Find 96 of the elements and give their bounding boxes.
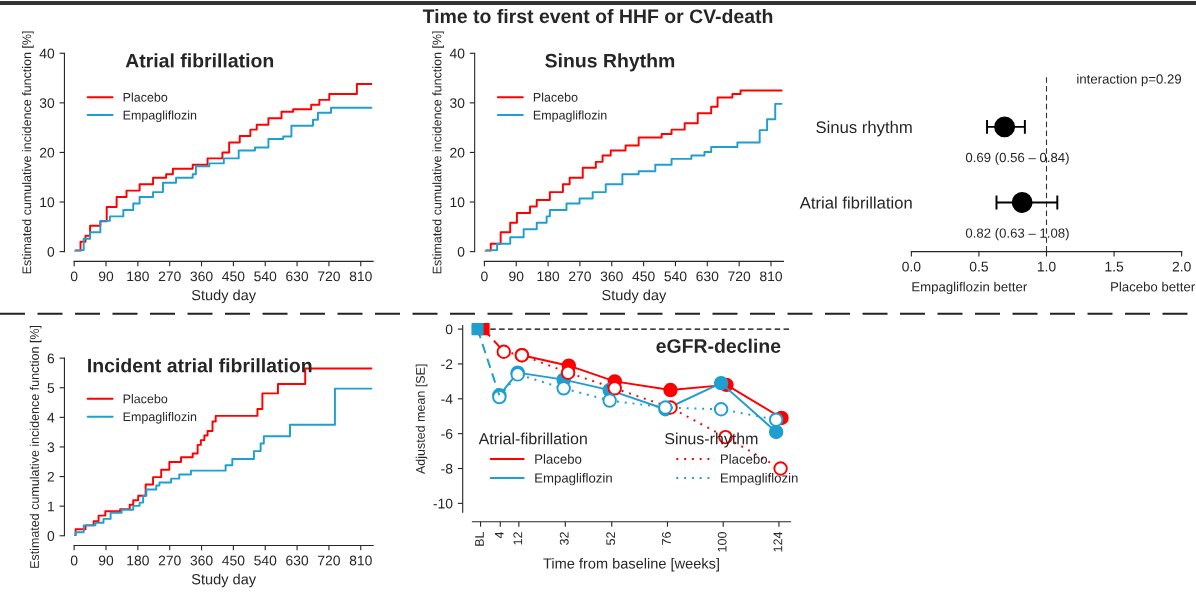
y-axis-title: Estimated cumulative incidence function [%]: [22, 31, 34, 274]
annotation: Sinus-rhythm: [665, 432, 758, 448]
x-tick-label: 450: [222, 555, 245, 566]
data-label: 0.69 (0.56 – 0.84): [965, 152, 1069, 165]
x-tick-label: 360: [190, 271, 213, 282]
x-tick-label: 720: [318, 271, 340, 282]
y-axis-title: Adjusted mean [SE]: [415, 364, 428, 475]
x-tick-label: 0.0: [902, 261, 921, 272]
y-tick-label: 30: [39, 98, 55, 109]
x-axis-title: Time from baseline [weeks]: [543, 557, 719, 572]
x-tick-label: 1.0: [1037, 261, 1056, 272]
y-tick-label: 10: [40, 197, 55, 208]
x-tick-label: 4: [494, 531, 504, 539]
x-tick-label: 124: [773, 531, 783, 552]
y-tick-label: Sinus rhythm: [816, 120, 912, 137]
y-tick-label: -2: [441, 359, 453, 369]
x-tick-label: BL: [475, 531, 484, 546]
x-tick-label: 12: [513, 532, 523, 545]
x-tick-label: 810: [760, 271, 783, 282]
legend-label: Placebo: [720, 454, 768, 464]
chart-title: Sinus Rhythm: [545, 53, 675, 72]
x-tick-label: 52: [606, 532, 616, 545]
y-axis-title: Estimated cumulative incidence function [%]: [29, 325, 42, 568]
legend-label: Empagliflozin: [720, 472, 798, 486]
x-tick-label: 360: [600, 271, 623, 282]
x-tick-label: 270: [158, 271, 181, 282]
y-tick-label: -8: [441, 463, 453, 474]
y-tick-label: 3: [47, 442, 55, 453]
y-axis-title: Estimated cumulative incidence function [%]: [432, 31, 444, 274]
y-tick-label: 10: [450, 197, 465, 208]
legend-label: Empagliflozin: [533, 110, 607, 123]
x-tick-label: 180: [127, 555, 149, 566]
y-tick-label: 0: [457, 246, 465, 257]
x-tick-label: 450: [632, 271, 655, 282]
x-tick-label: 90: [98, 555, 114, 566]
x-tick-label: 32: [559, 532, 569, 545]
legend-label: Empagliflozin: [123, 411, 197, 424]
x-tick-label: 0.5: [969, 261, 988, 272]
y-tick-label: 40: [449, 48, 465, 59]
y-tick-label: 5: [47, 383, 55, 393]
y-tick-label: 30: [450, 98, 465, 109]
x-tick-label: 810: [349, 555, 372, 566]
legend-label: Empagliflozin: [123, 110, 197, 123]
chart-title: Incident atrial fibrillation: [88, 358, 312, 373]
legend-label: Empagliflozin: [535, 472, 612, 486]
x-tick-label: 2.0: [1172, 261, 1191, 272]
data-label: 0.82 (0.63 – 1.08): [965, 228, 1069, 241]
legend-label: Placebo: [533, 92, 578, 102]
legend-label: Placebo: [535, 454, 582, 464]
x-tick-label: 540: [664, 271, 687, 282]
y-tick-label: -10: [433, 498, 453, 509]
x-tick-label: 360: [190, 555, 213, 566]
x-tick-label: 270: [569, 271, 591, 282]
x-tick-label: 1.5: [1105, 261, 1124, 272]
x-tick-label: 630: [286, 555, 309, 566]
x-tick-label: 720: [318, 555, 340, 566]
x-tick-label: 180: [127, 271, 149, 282]
legend-label: Placebo: [123, 92, 168, 102]
x-tick-label: 100: [717, 532, 727, 552]
y-tick-label: 40: [39, 48, 55, 59]
text: Empagliflozin better: [912, 281, 1028, 295]
x-tick-label: 180: [537, 271, 560, 282]
x-axis-title: Study day: [191, 573, 257, 588]
y-tick-label: 20: [450, 147, 465, 158]
x-tick-label: 0: [481, 271, 488, 282]
text: Placebo better: [1111, 281, 1195, 292]
y-tick-label: -6: [441, 428, 453, 439]
y-tick-label: 20: [39, 147, 55, 158]
x-tick-label: 90: [98, 271, 114, 282]
annotation: Atrial-fibrillation: [478, 432, 587, 445]
y-tick-label: 0: [445, 324, 453, 335]
y-tick-label: 0: [47, 246, 55, 257]
x-axis-title: Study day: [602, 289, 667, 304]
y-tick-label: 1: [48, 501, 55, 512]
x-tick-label: 76: [661, 532, 671, 545]
x-tick-label: 630: [286, 271, 309, 282]
chart-title: Atrial fibrillation: [125, 53, 274, 68]
x-tick-label: 540: [254, 555, 277, 566]
legend-label: Placebo: [123, 394, 168, 404]
x-tick-label: 810: [349, 271, 372, 282]
x-tick-label: 0: [70, 555, 78, 566]
x-tick-label: 630: [696, 271, 719, 282]
y-tick-label: 2: [47, 471, 55, 482]
annotation: interaction p=0.29: [1077, 74, 1182, 87]
y-tick-label: -4: [441, 394, 453, 404]
y-tick-label: 6: [47, 353, 55, 364]
text: eGFR-decline: [656, 338, 781, 353]
y-tick-label: 4: [47, 412, 55, 423]
x-tick-label: 270: [158, 555, 181, 566]
x-tick-label: 540: [254, 271, 277, 282]
x-axis-title: Study day: [191, 289, 257, 304]
x-tick-label: 90: [509, 271, 524, 282]
x-tick-label: 720: [728, 271, 751, 282]
x-tick-label: 0: [70, 271, 78, 282]
x-tick-label: 450: [222, 271, 245, 282]
text: Time to first event of HHF or CV-death: [422, 8, 773, 24]
